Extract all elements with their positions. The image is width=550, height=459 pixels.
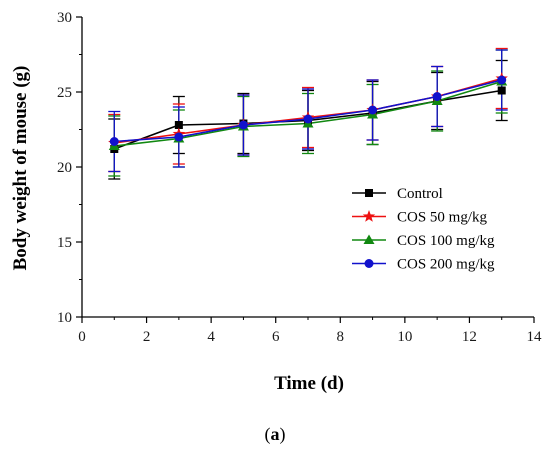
caption-open: ( bbox=[264, 424, 271, 444]
data-point bbox=[497, 86, 506, 95]
series-markers-3 bbox=[109, 75, 507, 146]
data-point bbox=[238, 120, 248, 130]
data-point bbox=[368, 105, 378, 115]
x-tick-label: 12 bbox=[462, 329, 477, 345]
legend-item-0: Control bbox=[352, 186, 443, 202]
data-point bbox=[303, 114, 313, 124]
y-tick-label: 10 bbox=[57, 310, 72, 326]
legend-marker bbox=[363, 234, 375, 244]
x-tick-label: 0 bbox=[78, 329, 86, 345]
x-tick-label: 8 bbox=[337, 329, 345, 345]
y-tick-label: 15 bbox=[57, 235, 72, 251]
legend-marker bbox=[362, 210, 376, 222]
x-tick-label: 14 bbox=[527, 329, 543, 345]
line-chart: 0 2 4 6 8 10 12 14 10 15 20 25 30 Time (d) Body weig… bbox=[10, 10, 543, 394]
legend-item-1: COS 50 mg/kg bbox=[352, 210, 488, 226]
legend-marker bbox=[365, 189, 373, 197]
x-axis-title: Time (d) bbox=[274, 373, 344, 394]
data-point bbox=[109, 137, 119, 146]
data-point bbox=[174, 121, 183, 129]
y-tick-label: 25 bbox=[57, 85, 72, 101]
legend-item-2: COS 100 mg/kg bbox=[352, 233, 495, 249]
legend-marker bbox=[364, 259, 374, 268]
x-tick-label: 4 bbox=[207, 329, 215, 345]
data-point bbox=[174, 132, 184, 142]
x-tick-label: 2 bbox=[143, 329, 151, 345]
legend-label: COS 200 mg/kg bbox=[397, 257, 495, 273]
y-tick-label: 30 bbox=[57, 10, 72, 26]
caption-close: ) bbox=[279, 424, 286, 444]
x-tick-label: 10 bbox=[397, 329, 412, 345]
y-tick-label: 20 bbox=[57, 160, 72, 176]
axes: 0 2 4 6 8 10 12 14 10 15 20 25 30 bbox=[57, 10, 543, 345]
legend: Control COS 50 mg/kg COS 100 mg/kg COS 200 … bbox=[352, 186, 495, 273]
legend-label: COS 50 mg/kg bbox=[397, 210, 488, 226]
plot-area bbox=[108, 47, 508, 180]
figure-caption: (a) bbox=[0, 424, 550, 445]
data-point bbox=[432, 92, 442, 101]
legend-item-3: COS 200 mg/kg bbox=[352, 257, 495, 273]
x-tick-label: 6 bbox=[272, 329, 280, 345]
y-axis-title: Body weight of mouse (g) bbox=[10, 66, 31, 271]
data-point bbox=[497, 75, 507, 85]
caption-letter: a bbox=[270, 424, 280, 444]
legend-label: Control bbox=[397, 186, 443, 202]
legend-label: COS 100 mg/kg bbox=[397, 233, 495, 249]
